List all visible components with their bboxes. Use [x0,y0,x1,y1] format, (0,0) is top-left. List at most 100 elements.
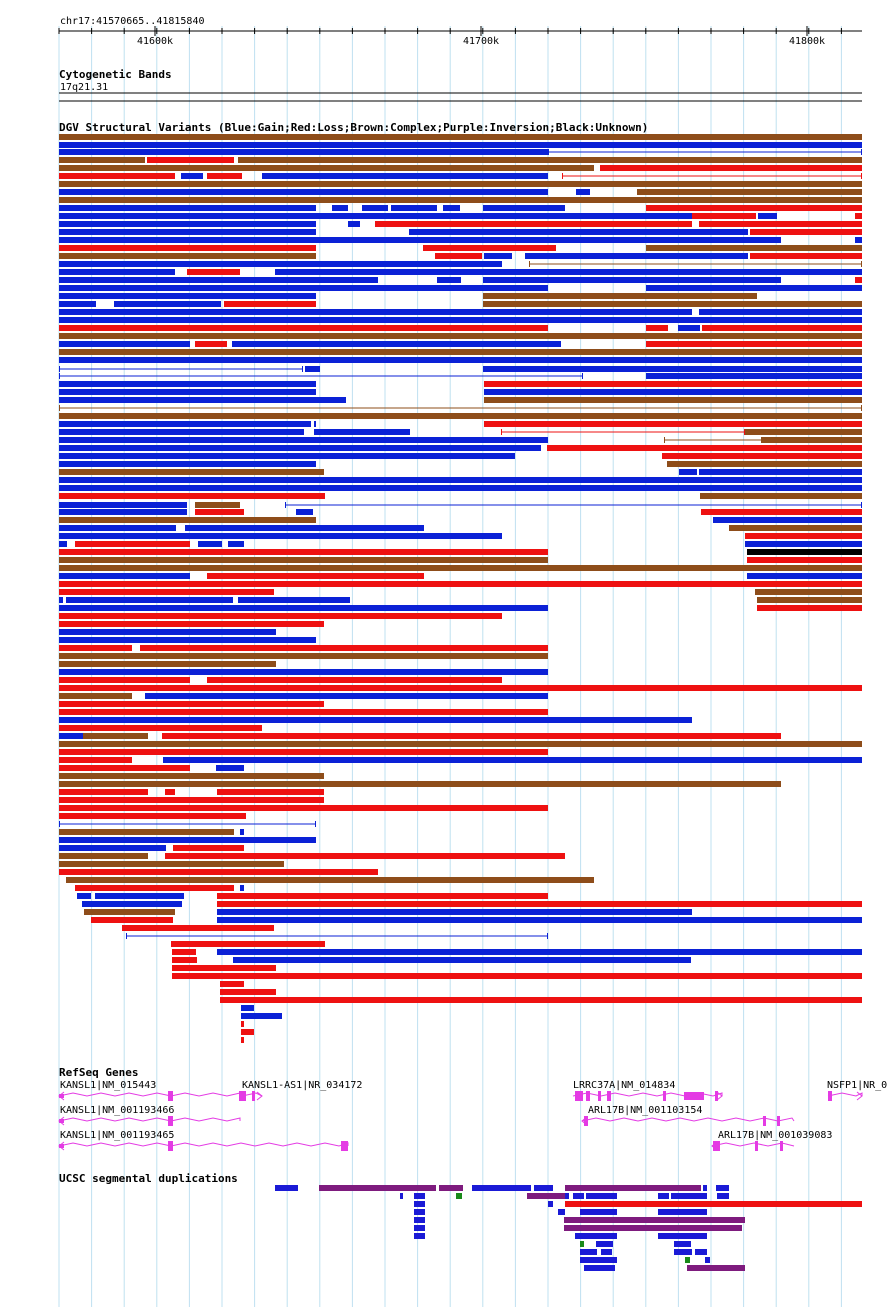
dgv-variant [59,613,502,619]
gene-intron [827,1092,863,1097]
segdup-feature [717,1193,729,1199]
dgv-variant [122,925,274,931]
dgv-variant [228,541,244,547]
gene-models [58,1091,863,1151]
dgv-variant [59,381,316,387]
segdup-feature [705,1257,710,1263]
gene-exon [755,1141,758,1151]
dgv-variant [216,765,244,771]
dgv-variant [437,277,461,283]
dgv-variant [59,445,541,451]
segdup-feature [564,1217,745,1223]
gene-exon [59,1144,64,1148]
segdup-feature [565,1185,701,1191]
dgv-variant [699,309,862,315]
dgv-variant [762,437,862,443]
refseq-track-title: RefSeq Genes [59,1066,138,1079]
dgv-variant [747,557,862,563]
gene-exon [684,1092,704,1100]
segdup-feature [439,1185,463,1191]
gene-strand-arrow [711,1141,718,1151]
dgv-variant [59,661,276,667]
dgv-variant [147,157,234,163]
gene-intron [581,1117,795,1122]
dgv-variant [483,205,565,211]
gene-exon [168,1116,173,1126]
dgv-variant [195,509,244,515]
dgv-variant [747,549,862,555]
dgv-variant [77,893,91,899]
dgv-variant [758,213,777,219]
gene-exon [607,1091,611,1101]
dgv-variant [59,733,83,739]
dgv-variant [195,502,240,508]
dgv-variant [59,317,862,323]
gene-exon [59,1119,64,1123]
dgv-variant [391,205,437,211]
segdup-track[interactable]: UCSC segmental duplications [59,1172,862,1271]
dgv-variant [59,709,548,715]
dgv-variant [745,429,862,435]
gene-strand-arrow [58,1116,65,1126]
dgv-variant [207,573,424,579]
dgv-variant [483,277,781,283]
segdup-feature [658,1233,707,1239]
dgv-variant [662,453,862,459]
dgv-variant [59,549,548,555]
dgv-variant [484,389,862,395]
dgv-track[interactable]: DGV Structural Variants (Blue:Gain;Red:L… [59,121,862,1043]
segdup-feature [596,1241,613,1247]
gene-strand-arrow [716,1091,723,1101]
dgv-variant [296,509,313,515]
dgv-variant [547,445,862,451]
refseq-track[interactable]: RefSeq Genes KANSL1|NM_015443 KANSL1-AS1… [58,1066,887,1151]
dgv-variant [745,533,862,539]
dgv-variant [66,877,594,883]
dgv-variant [59,509,187,515]
dgv-variant [59,869,378,875]
segdup-feature [687,1265,745,1271]
dgv-variant [59,149,548,155]
gene-label: KANSL1-AS1|NR_034172 [242,1080,362,1091]
dgv-variant [59,573,190,579]
dgv-variant [187,269,240,275]
segdup-feature [414,1209,425,1215]
gene-exon [715,1091,718,1101]
landmark-label: chr17:41570665..41815840 [60,16,205,27]
dgv-variant [195,341,227,347]
dgv-variant [59,142,862,148]
dgv-variant [207,173,242,179]
dgv-variant [59,461,316,467]
dgv-variant [484,381,862,387]
dgv-variant [59,134,862,140]
ruler-ticks [58,26,842,36]
dgv-variant [240,829,244,835]
dgv-variant [483,366,862,372]
segdup-feature [414,1217,425,1223]
segdup-feature [548,1201,553,1207]
dgv-variant [172,973,862,979]
dgv-variant [172,965,276,971]
gene-exon [828,1091,832,1101]
dgv-variant [59,565,862,571]
dgv-variant [171,941,325,947]
dgv-variant [855,277,862,283]
dgv-variant [217,901,862,907]
segdup-feature [658,1193,669,1199]
dgv-variant [59,805,548,811]
dgv-variant [699,221,862,227]
dgv-variant [375,221,692,227]
dgv-variant [240,885,244,891]
dgv-variant [59,277,378,283]
gene-strand-arrow [58,1091,65,1101]
cytoband-track[interactable]: Cytogenetic Bands 17q21.31 [59,68,862,102]
gene-exon [239,1091,242,1101]
gene-intron [58,1092,241,1097]
segdup-feature [674,1241,691,1247]
dgv-variant [59,781,781,787]
gene-label: ARL17B|NM_001039083 [718,1130,832,1141]
dgv-variant [220,989,276,995]
ruler[interactable]: 41600k 41700k 41800k [58,26,862,47]
dgv-variant [59,725,262,731]
gene-exon [663,1091,666,1101]
